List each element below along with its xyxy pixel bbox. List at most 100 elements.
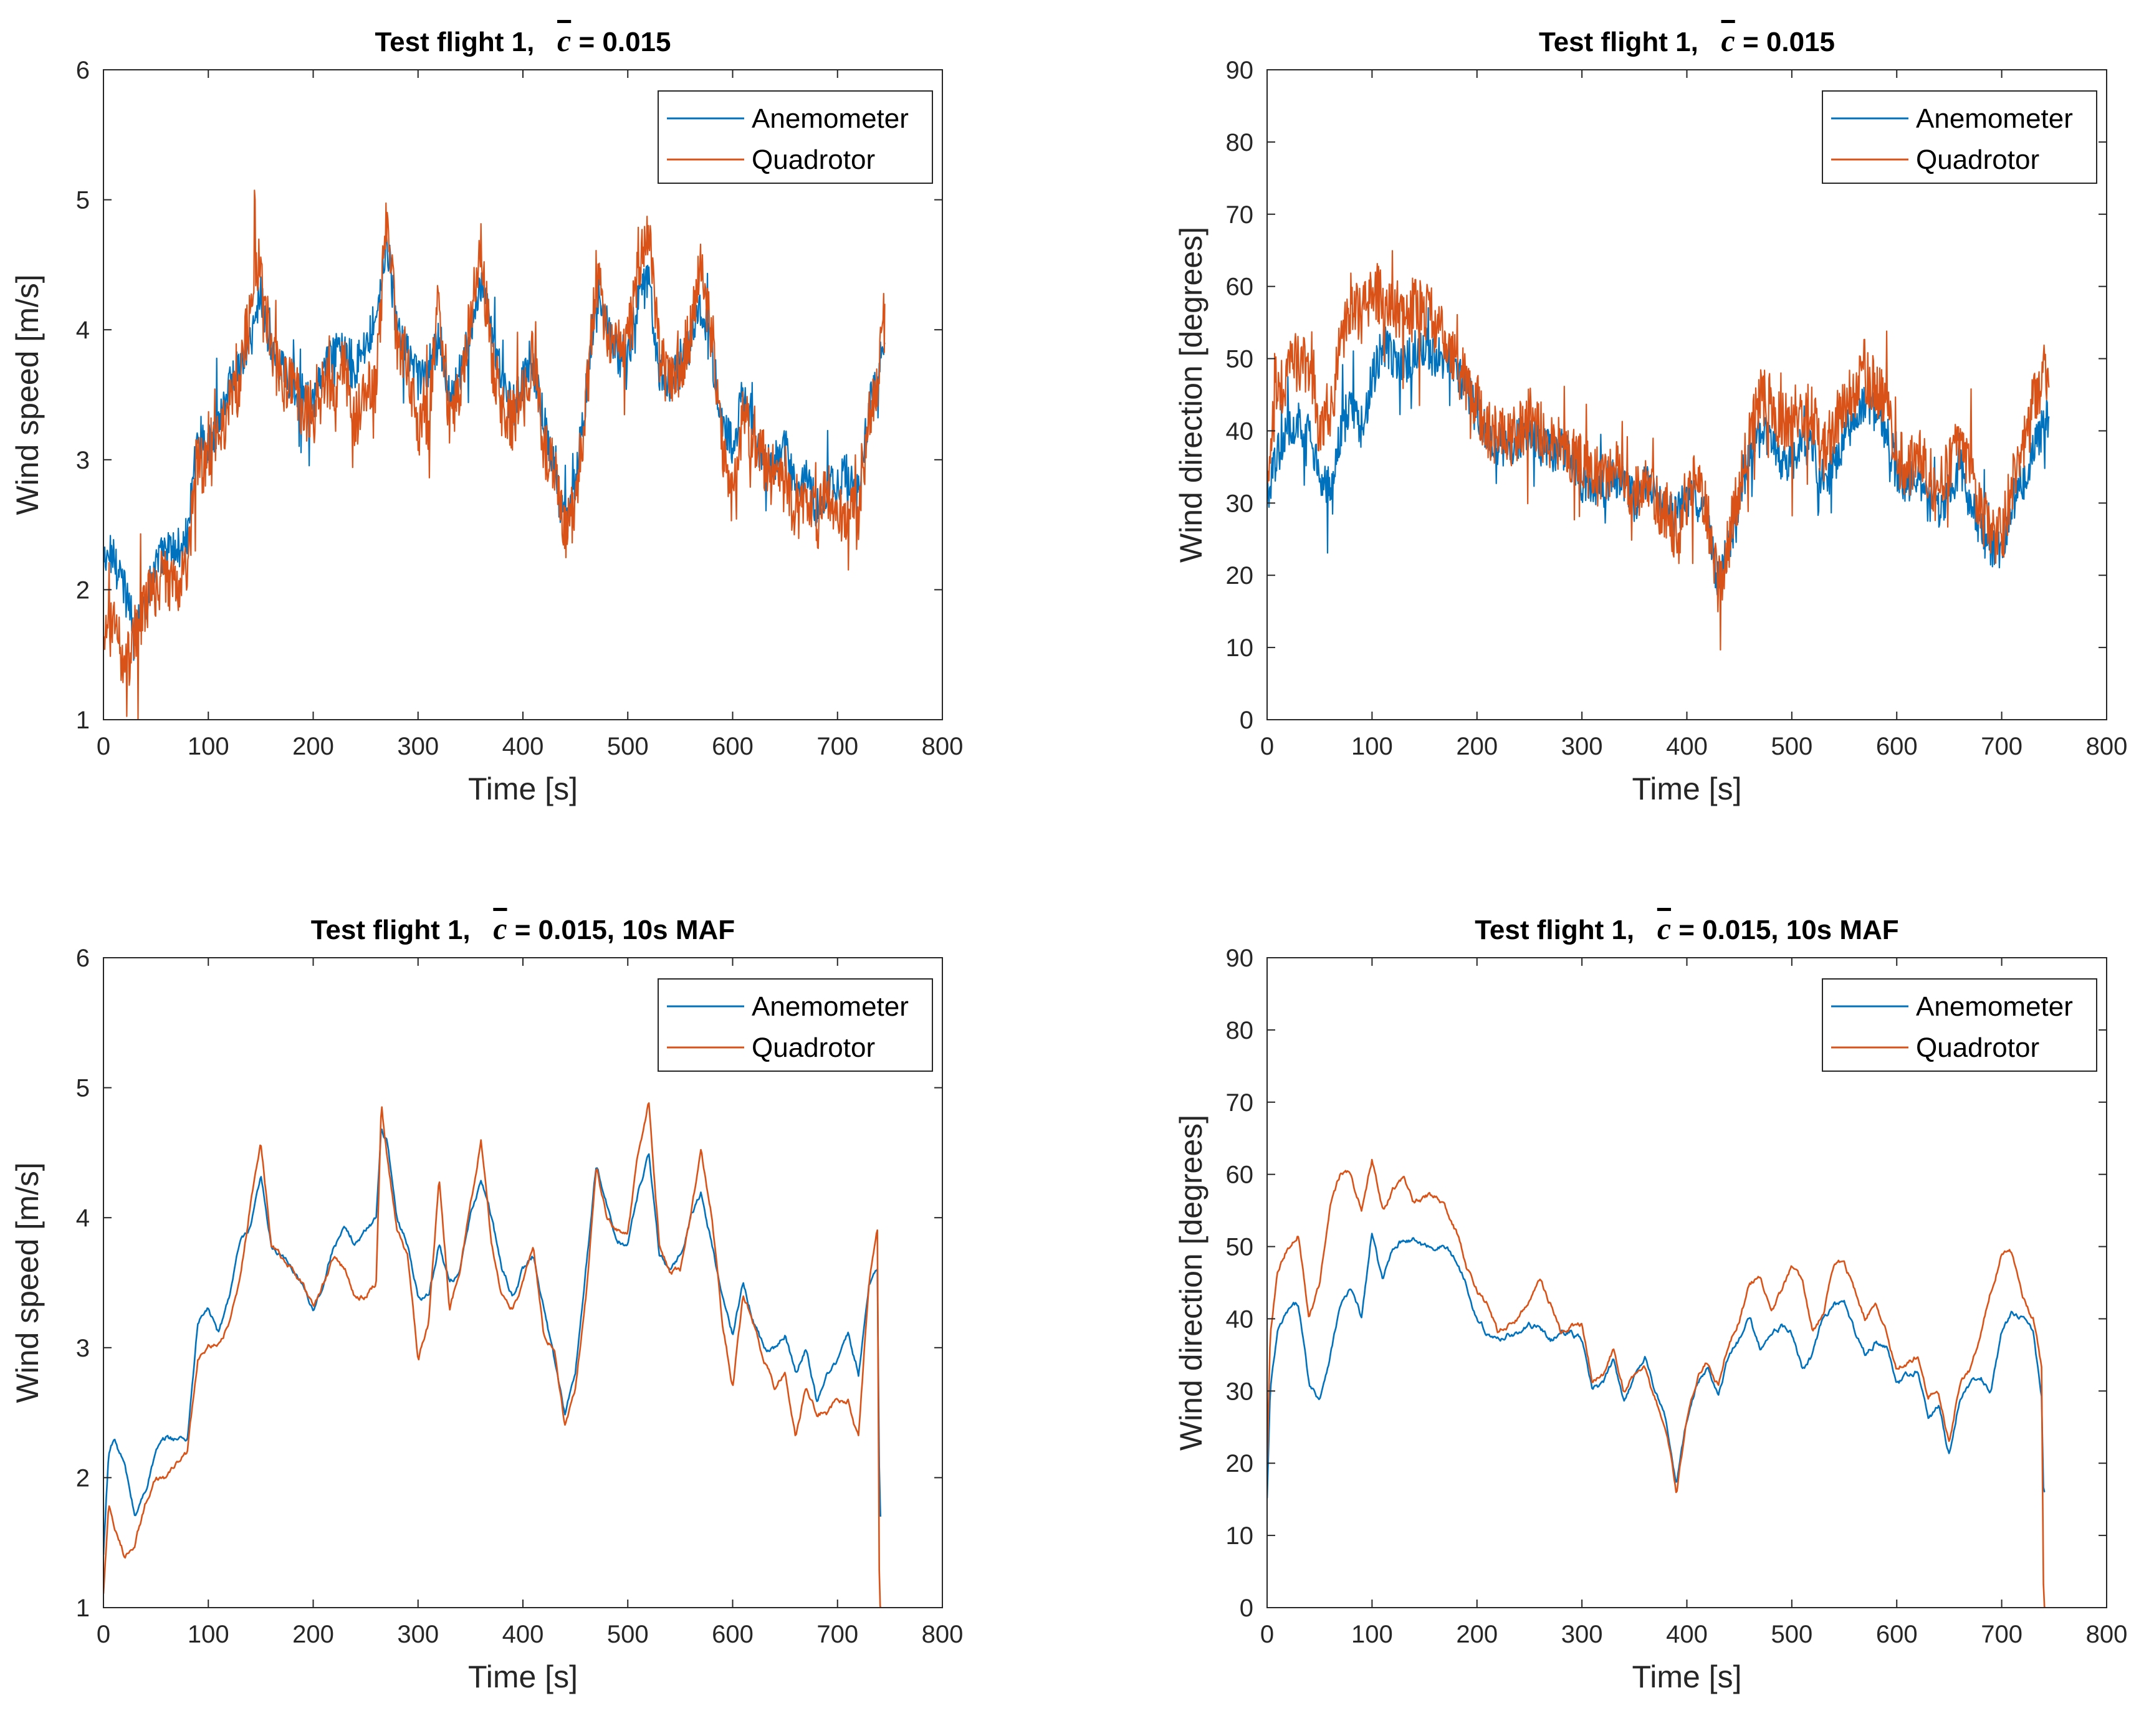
y-tick-label: 80 <box>1226 129 1254 156</box>
x-tick-label: 400 <box>502 733 544 760</box>
x-tick-label: 100 <box>1351 733 1393 760</box>
y-tick-label: 60 <box>1226 274 1254 301</box>
x-tick-label: 800 <box>922 1621 964 1648</box>
x-axis-label: Time [s] <box>1632 1659 1742 1694</box>
y-tick-label: 60 <box>1226 1161 1254 1189</box>
x-tick-label: 800 <box>2086 733 2128 760</box>
y-tick-label: 70 <box>1226 1089 1254 1117</box>
y-tick-label: 90 <box>1226 945 1254 972</box>
subplot-3: 0 100 200 300 400 500 600 700 800 1 2 3 4 5 6 Time [s] W… <box>10 911 963 1694</box>
title-prefix: Test flight 1, <box>311 915 494 945</box>
x-tick-label: 200 <box>1456 733 1498 760</box>
y-tick-label: 30 <box>1226 490 1254 517</box>
y-tick-label: 30 <box>1226 1378 1254 1405</box>
y-tick-label: 1 <box>76 707 90 734</box>
x-tick-label: 500 <box>607 733 649 760</box>
legend: Anemometer Quadrotor <box>658 90 933 184</box>
y-axis-label: Wind speed [m/s] <box>10 274 45 515</box>
x-tick-label: 200 <box>292 733 334 760</box>
x-tick-label: 600 <box>712 1621 754 1648</box>
y-tick-label: 0 <box>1240 707 1253 734</box>
y-tick-label: 90 <box>1226 57 1254 84</box>
chart-title: Test flight 1, c = 0.015 <box>375 23 671 58</box>
y-tick-label: 1 <box>76 1595 90 1622</box>
title-suffix: = 0.015 <box>571 27 671 57</box>
x-tick-label: 400 <box>502 1621 544 1648</box>
y-tick-label: 20 <box>1226 562 1254 589</box>
chart-title: Test flight 1, c = 0.015, 10s MAF <box>311 911 735 946</box>
x-tick-label: 500 <box>1771 1621 1813 1648</box>
legend: Anemometer Quadrotor <box>1822 90 2097 184</box>
title-symbol: c <box>557 23 571 58</box>
x-axis-label: Time [s] <box>1632 771 1742 806</box>
x-tick-label: 0 <box>97 1621 110 1648</box>
y-tick-label: 6 <box>76 57 90 84</box>
y-tick-label: 2 <box>76 576 90 604</box>
subplot-1: 0 100 200 300 400 500 600 700 800 1 2 3 4 5 6 Time [s] W… <box>10 23 963 806</box>
x-tick-label: 800 <box>2086 1621 2128 1648</box>
title-prefix: Test flight 1, <box>1475 915 1657 945</box>
x-tick-label: 0 <box>1260 1621 1274 1648</box>
legend-box <box>1822 978 2097 1072</box>
title-suffix: = 0.015 <box>1735 27 1835 57</box>
legend: Anemometer Quadrotor <box>1822 978 2097 1072</box>
y-tick-label: 80 <box>1226 1017 1254 1044</box>
x-tick-label: 200 <box>292 1621 334 1648</box>
x-tick-label: 300 <box>1561 1621 1603 1648</box>
y-tick-label: 5 <box>76 1075 90 1102</box>
legend: Anemometer Quadrotor <box>658 978 933 1072</box>
y-tick-label: 4 <box>76 317 90 344</box>
y-tick-label: 4 <box>76 1204 90 1232</box>
series-line-quadrotor <box>103 189 886 720</box>
title-symbol: c <box>1657 911 1671 946</box>
x-tick-label: 100 <box>1351 1621 1393 1648</box>
legend-label-anemometer: Anemometer <box>752 103 909 134</box>
x-tick-label: 0 <box>1260 733 1274 760</box>
y-tick-label: 10 <box>1226 1522 1254 1550</box>
x-tick-label: 500 <box>1771 733 1813 760</box>
title-suffix: = 0.015, 10s MAF <box>1671 915 1899 945</box>
series-line-quadrotor <box>1267 250 2050 651</box>
legend-label-quadrotor: Quadrotor <box>752 1033 875 1063</box>
x-tick-label: 600 <box>1876 1621 1918 1648</box>
x-tick-label: 700 <box>1981 733 2022 760</box>
subplot-2: 0 100 200 300 400 500 600 700 800 0 10 20 30 40 50 60 70… <box>1174 23 2127 806</box>
y-tick-label: 10 <box>1226 634 1254 662</box>
title-prefix: Test flight 1, <box>375 27 558 57</box>
x-tick-label: 100 <box>188 733 229 760</box>
x-tick-label: 0 <box>97 733 110 760</box>
x-tick-label: 500 <box>607 1621 649 1648</box>
title-symbol: c <box>1721 23 1735 58</box>
y-axis-label: Wind speed [m/s] <box>10 1162 45 1403</box>
x-tick-label: 400 <box>1666 1621 1708 1648</box>
y-tick-label: 3 <box>76 1335 90 1362</box>
series-line-quadrotor <box>103 1102 881 1608</box>
legend-label-anemometer: Anemometer <box>1916 103 2073 134</box>
title-prefix: Test flight 1, <box>1539 27 1721 57</box>
chart-title: Test flight 1, c = 0.015, 10s MAF <box>1475 911 1898 946</box>
y-tick-label: 40 <box>1226 417 1254 445</box>
legend-box <box>658 978 933 1072</box>
series-line-quadrotor <box>1267 1158 2046 1608</box>
x-tick-label: 300 <box>397 1621 439 1648</box>
y-axis-label: Wind direction [degrees] <box>1174 1115 1209 1451</box>
legend-box <box>658 90 933 184</box>
x-tick-label: 600 <box>1876 733 1918 760</box>
x-tick-label: 800 <box>922 733 964 760</box>
legend-label-anemometer: Anemometer <box>1916 991 2073 1022</box>
y-tick-label: 40 <box>1226 1305 1254 1333</box>
x-tick-label: 100 <box>188 1621 229 1648</box>
y-tick-label: 0 <box>1240 1595 1253 1622</box>
y-tick-label: 5 <box>76 187 90 214</box>
legend-label-quadrotor: Quadrotor <box>1916 145 2039 175</box>
legend-label-anemometer: Anemometer <box>752 991 909 1022</box>
legend-label-quadrotor: Quadrotor <box>1916 1033 2039 1063</box>
x-tick-label: 700 <box>1981 1621 2022 1648</box>
x-tick-label: 400 <box>1666 733 1708 760</box>
x-tick-label: 300 <box>1561 733 1603 760</box>
y-tick-label: 50 <box>1226 346 1254 373</box>
y-tick-label: 70 <box>1226 201 1254 229</box>
legend-box <box>1822 90 2097 184</box>
